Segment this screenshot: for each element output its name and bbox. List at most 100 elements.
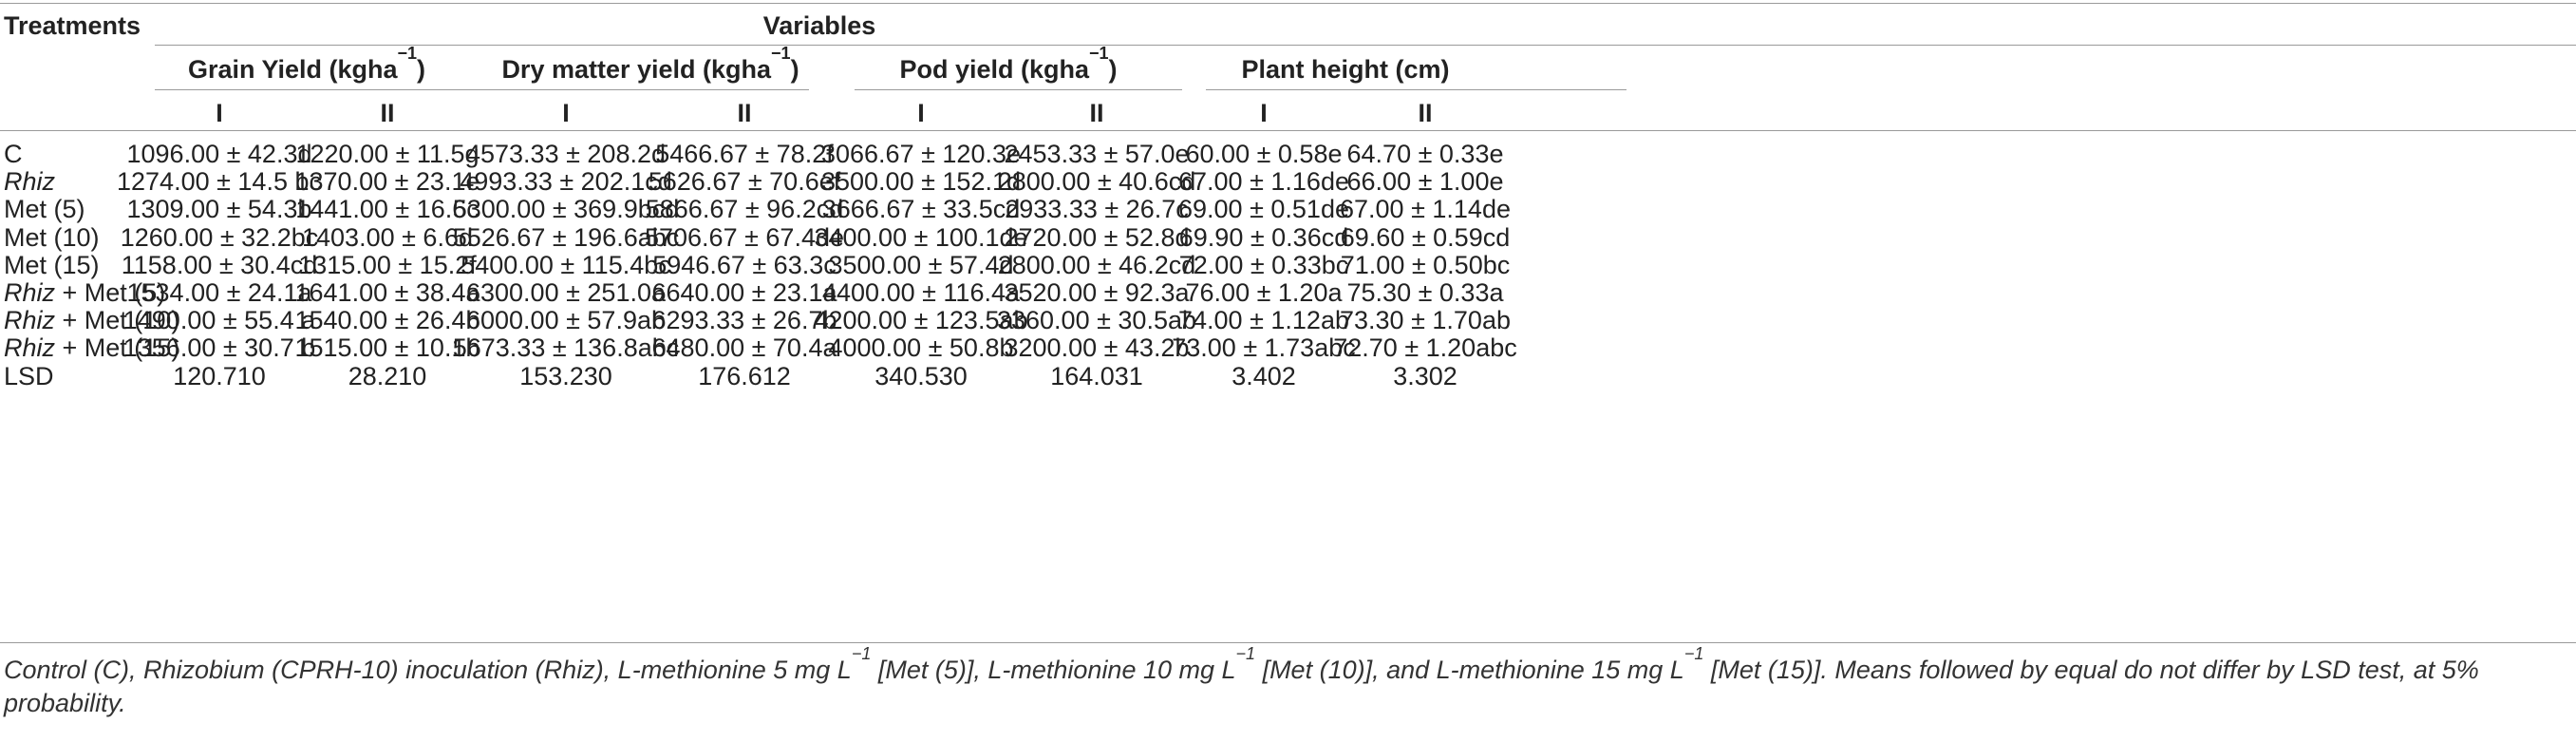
row-treatment-label: Rhiz + Met (15) [4, 332, 179, 364]
row-treatment-label: C [4, 140, 23, 168]
table-cell: 4200.00 ± 123.5ab [814, 306, 1028, 335]
table-cell: 66.00 ± 1.00e [1346, 167, 1504, 197]
group-header-plant-height: Plant height (cm) [1241, 55, 1450, 84]
table-cell: 69.00 ± 0.51de [1178, 195, 1349, 224]
subheader: I [917, 99, 925, 127]
subheader: II [380, 99, 395, 127]
row-treatment-label: Rhiz + Met (5) [4, 276, 165, 309]
table-cell: 69.60 ± 0.59cd [1340, 222, 1511, 252]
variables-header: Variables [762, 11, 876, 40]
table-cell: 2933.33 ± 26.7c [1005, 195, 1189, 224]
table-cell: 1309.00 ± 54.3b [126, 195, 312, 224]
table-cell: 64.70 ± 0.33e [1346, 140, 1504, 168]
table-cell: 1403.00 ± 6.6d [302, 222, 473, 252]
grain-yield-underline [155, 89, 620, 90]
table-top-border [0, 3, 2576, 4]
table-cell: 1274.00 ± 14.5 bc [117, 167, 322, 197]
table-cell: 5866.67 ± 96.2cd [645, 195, 844, 224]
group-header-dry-matter-yield: Dry matter yield (kgha−1) [501, 44, 799, 84]
table-cell: 5466.67 ± 78.2f [655, 140, 834, 168]
plant-height-underline [1206, 89, 1626, 90]
subheader: I [1260, 99, 1268, 127]
treatment-rest-part: + Met (5) [55, 278, 166, 307]
dry-matter-underline [493, 89, 809, 90]
treatment-italic-part: Rhiz [4, 306, 56, 335]
table-cell: 3520.00 ± 92.3a [1004, 278, 1190, 307]
table-cell: 3360.00 ± 30.5ab [996, 306, 1197, 335]
table-cell: 2453.33 ± 57.0e [1004, 140, 1190, 168]
table-cell: 2720.00 ± 52.8d [1004, 222, 1190, 252]
group-header-pod-yield: Pod yield (kgha−1) [899, 44, 1118, 84]
table-cell: 72.70 ± 1.20abc [1333, 333, 1517, 363]
table-cell: 72.00 ± 0.33bc [1178, 250, 1349, 279]
row-treatment-label: LSD [4, 361, 54, 390]
table-cell: 1260.00 ± 32.2bc [120, 222, 319, 252]
table-cell: 28.210 [348, 361, 427, 390]
table-footnote: Control (C), Rhizobium (CPRH-10) inocula… [4, 644, 2479, 717]
table-cell: 3500.00 ± 152.1d [820, 167, 1022, 197]
table-cell: 2800.00 ± 40.6cd [997, 167, 1196, 197]
table-cell: 74.00 ± 1.12ab [1178, 306, 1349, 335]
table-cell: 5946.67 ± 63.3c [652, 250, 837, 279]
table-cell: 1441.00 ± 16.6c [295, 195, 479, 224]
table-cell: 6640.00 ± 23.1a [651, 278, 837, 307]
subheader: I [562, 99, 570, 127]
treatment-italic-part: Rhiz [4, 278, 56, 307]
table-cell: 164.031 [1050, 361, 1143, 390]
table-cell: 176.612 [698, 361, 791, 390]
table-cell: 60.00 ± 0.58e [1185, 140, 1343, 168]
table-cell: 67.00 ± 1.16de [1178, 167, 1349, 197]
table-cell: 76.00 ± 1.20a [1185, 278, 1343, 307]
table-cell: 3666.67 ± 33.5cd [821, 195, 1021, 224]
table-cell: 5706.67 ± 67.4de [644, 222, 845, 252]
table-cell: 153.230 [519, 361, 612, 390]
row-treatment-label: Rhiz [4, 165, 55, 198]
table-cell: 1641.00 ± 38.4a [294, 278, 480, 307]
table-cell: 67.00 ± 1.14de [1340, 195, 1511, 224]
table-cell: 1158.00 ± 30.4cd [121, 250, 318, 279]
treatments-header: Treatments [4, 11, 141, 40]
table-cell: 1220.00 ± 11.5g [295, 140, 479, 168]
variables-underline [155, 45, 2576, 46]
table-cell: 3.402 [1232, 361, 1296, 390]
table-cell: 1370.00 ± 23.1e [294, 167, 480, 197]
table-cell: 1540.00 ± 26.4b [294, 306, 480, 335]
table-cell: 1315.00 ± 15.2f [298, 250, 477, 279]
table-cell: 5400.00 ± 115.4bc [461, 250, 671, 279]
table-cell: 73.30 ± 1.70ab [1340, 306, 1511, 335]
table-cell: 6000.00 ± 57.9ab [465, 306, 667, 335]
table-cell: 6293.33 ± 26.7b [651, 306, 837, 335]
table-cell: 1515.00 ± 10.1b [294, 333, 480, 363]
table-cell: 4400.00 ± 116.4a [822, 278, 1020, 307]
table-cell: 4573.33 ± 208.2d [465, 140, 667, 168]
table-cell: 120.710 [173, 361, 266, 390]
table-cell: 3500.00 ± 57.4d [828, 250, 1014, 279]
table-cell: 69.90 ± 0.36cd [1178, 222, 1349, 252]
subheader: II [737, 99, 752, 127]
treatment-italic-part: Rhiz [4, 333, 56, 363]
table-cell: 4000.00 ± 50.8b [828, 333, 1014, 363]
table-cell: 5673.33 ± 136.8abc [452, 333, 680, 363]
table-cell: 71.00 ± 0.50bc [1340, 250, 1511, 279]
table-bottom-border [0, 642, 2576, 643]
table-cell: 5300.00 ± 369.9bcd [452, 195, 680, 224]
table-cell: 6480.00 ± 70.4a [651, 333, 837, 363]
table-cell: 75.30 ± 0.33a [1346, 278, 1504, 307]
table-cell: 340.530 [874, 361, 968, 390]
pod-yield-underline [855, 89, 1182, 90]
table-cell: 1356.00 ± 30.7 b [122, 333, 316, 363]
subheader: II [1089, 99, 1104, 127]
table-cell: 3.302 [1393, 361, 1457, 390]
row-treatment-label: Met (5) [4, 195, 85, 224]
subheader: II [1418, 99, 1433, 127]
treatment-rest-part: + Met (10) [55, 306, 180, 335]
table-cell: 3066.67 ± 120.3e [820, 140, 1022, 168]
group-header-grain-yield: Grain Yield (kgha−1) [187, 44, 426, 84]
table-cell: 1096.00 ± 42.3d [126, 140, 312, 168]
table-cell: 3200.00 ± 43.2b [1004, 333, 1190, 363]
table-cell: 2800.00 ± 46.2cd [997, 250, 1196, 279]
table-cell: 1534.00 ± 24.1a [126, 278, 312, 307]
table-cell: 6300.00 ± 251.0a [465, 278, 667, 307]
table-cell: 1490.00 ± 55.4 a [122, 306, 316, 335]
row-treatment-label: Met (15) [4, 250, 100, 279]
